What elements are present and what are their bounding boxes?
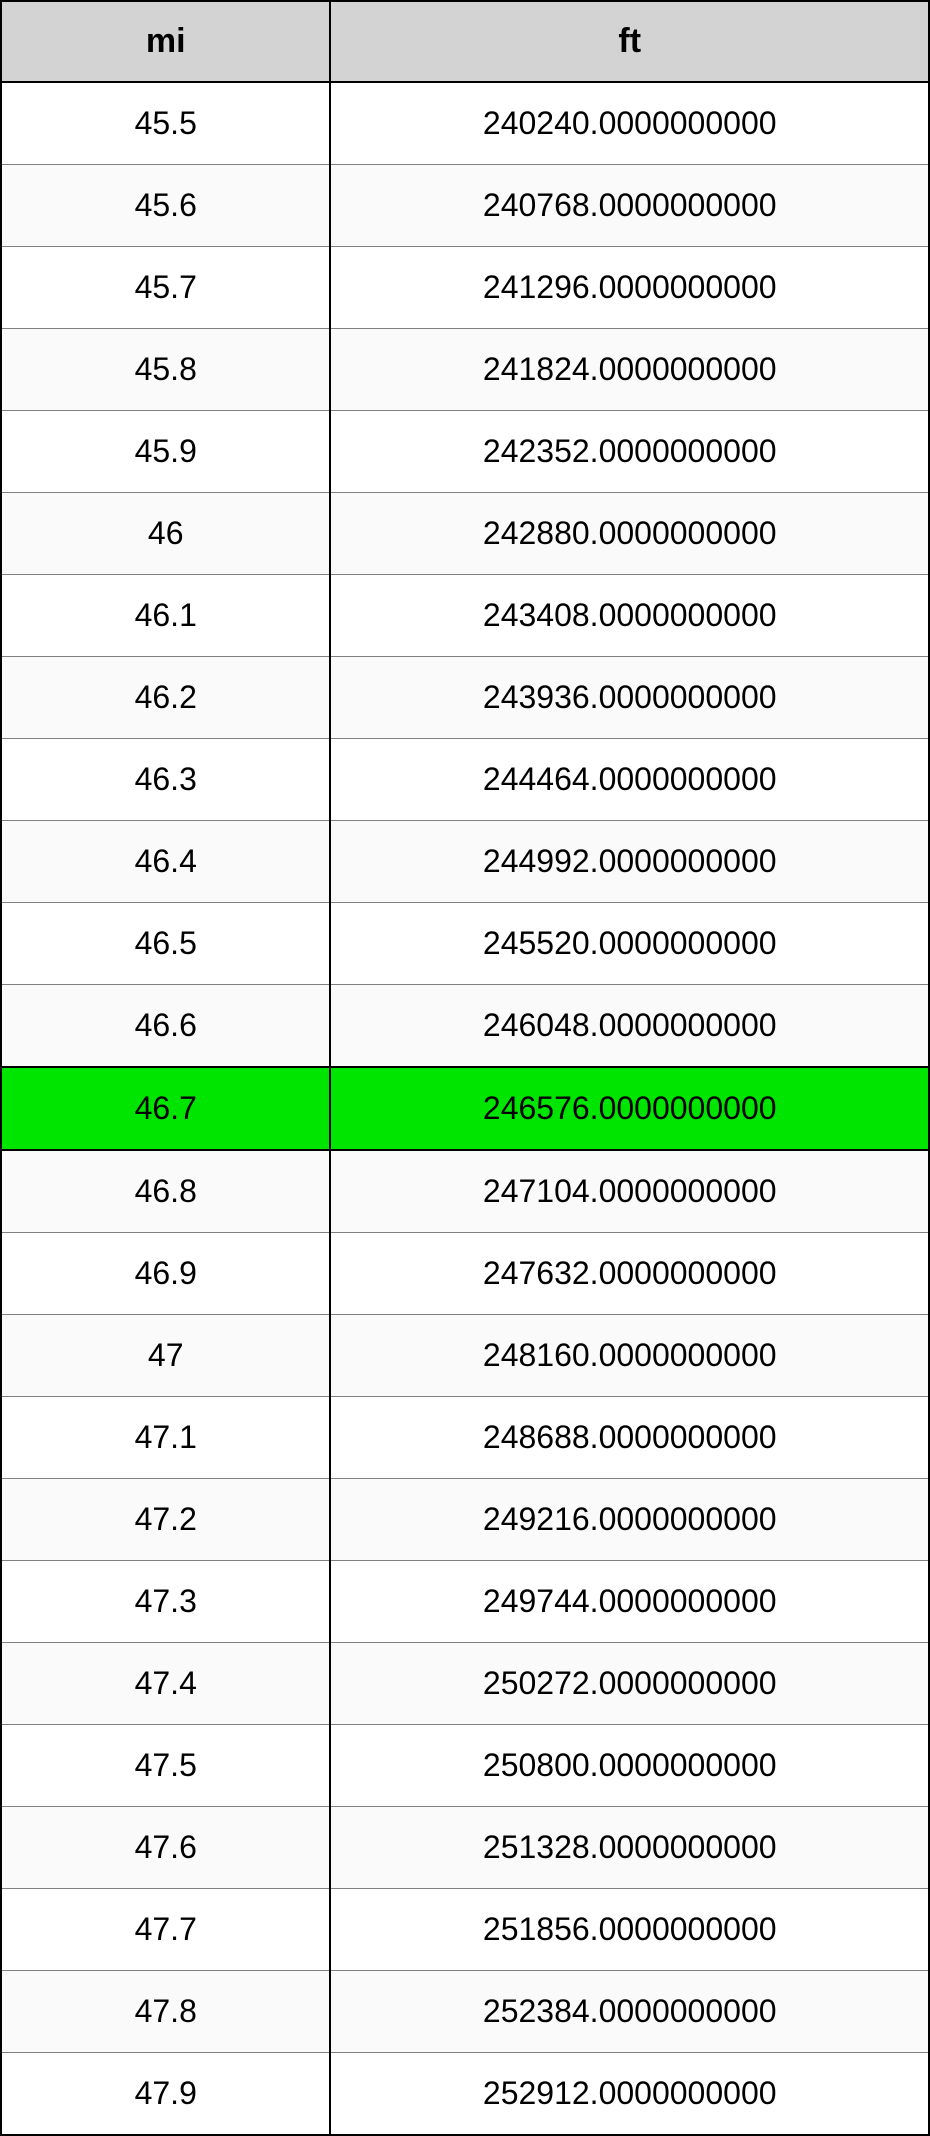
cell-mi: 45.5	[1, 82, 330, 165]
table-row: 46242880.0000000000	[1, 493, 929, 575]
cell-mi: 46.5	[1, 903, 330, 985]
cell-ft: 243936.0000000000	[330, 657, 929, 739]
column-header-ft: ft	[330, 1, 929, 82]
table-row: 45.8241824.0000000000	[1, 329, 929, 411]
cell-mi: 47	[1, 1315, 330, 1397]
cell-ft: 242352.0000000000	[330, 411, 929, 493]
cell-mi: 45.8	[1, 329, 330, 411]
column-header-mi: mi	[1, 1, 330, 82]
table-row: 47.1248688.0000000000	[1, 1397, 929, 1479]
cell-mi: 47.9	[1, 2053, 330, 2136]
cell-ft: 242880.0000000000	[330, 493, 929, 575]
cell-ft: 249744.0000000000	[330, 1561, 929, 1643]
cell-mi: 46.7	[1, 1067, 330, 1150]
cell-ft: 244464.0000000000	[330, 739, 929, 821]
cell-mi: 46.9	[1, 1233, 330, 1315]
cell-ft: 246576.0000000000	[330, 1067, 929, 1150]
table-row: 45.5240240.0000000000	[1, 82, 929, 165]
cell-ft: 251328.0000000000	[330, 1807, 929, 1889]
cell-mi: 46.4	[1, 821, 330, 903]
table-row: 47.7251856.0000000000	[1, 1889, 929, 1971]
cell-mi: 46.8	[1, 1150, 330, 1233]
cell-mi: 47.8	[1, 1971, 330, 2053]
cell-ft: 252912.0000000000	[330, 2053, 929, 2136]
cell-ft: 249216.0000000000	[330, 1479, 929, 1561]
cell-ft: 247632.0000000000	[330, 1233, 929, 1315]
table-row: 47.9252912.0000000000	[1, 2053, 929, 2136]
table-row: 47.4250272.0000000000	[1, 1643, 929, 1725]
table-header-row: mi ft	[1, 1, 929, 82]
cell-ft: 250272.0000000000	[330, 1643, 929, 1725]
table-row: 46.7246576.0000000000	[1, 1067, 929, 1150]
table-row: 47.5250800.0000000000	[1, 1725, 929, 1807]
cell-mi: 46.2	[1, 657, 330, 739]
table-row: 46.2243936.0000000000	[1, 657, 929, 739]
cell-ft: 247104.0000000000	[330, 1150, 929, 1233]
cell-ft: 252384.0000000000	[330, 1971, 929, 2053]
table-row: 47.6251328.0000000000	[1, 1807, 929, 1889]
table-row: 46.3244464.0000000000	[1, 739, 929, 821]
cell-mi: 47.7	[1, 1889, 330, 1971]
cell-mi: 46.3	[1, 739, 330, 821]
table-row: 46.6246048.0000000000	[1, 985, 929, 1068]
table-row: 45.6240768.0000000000	[1, 165, 929, 247]
table-row: 46.5245520.0000000000	[1, 903, 929, 985]
table-row: 47248160.0000000000	[1, 1315, 929, 1397]
cell-mi: 47.5	[1, 1725, 330, 1807]
conversion-table: mi ft 45.5240240.000000000045.6240768.00…	[0, 0, 930, 2136]
cell-mi: 45.7	[1, 247, 330, 329]
cell-mi: 47.3	[1, 1561, 330, 1643]
cell-ft: 245520.0000000000	[330, 903, 929, 985]
cell-ft: 241824.0000000000	[330, 329, 929, 411]
cell-ft: 243408.0000000000	[330, 575, 929, 657]
cell-mi: 46.1	[1, 575, 330, 657]
cell-ft: 246048.0000000000	[330, 985, 929, 1068]
table-row: 45.9242352.0000000000	[1, 411, 929, 493]
table-row: 47.2249216.0000000000	[1, 1479, 929, 1561]
cell-ft: 248688.0000000000	[330, 1397, 929, 1479]
cell-mi: 46.6	[1, 985, 330, 1068]
cell-ft: 241296.0000000000	[330, 247, 929, 329]
cell-mi: 45.6	[1, 165, 330, 247]
cell-mi: 47.6	[1, 1807, 330, 1889]
cell-mi: 47.1	[1, 1397, 330, 1479]
table-row: 46.4244992.0000000000	[1, 821, 929, 903]
table-row: 45.7241296.0000000000	[1, 247, 929, 329]
cell-mi: 47.2	[1, 1479, 330, 1561]
cell-ft: 251856.0000000000	[330, 1889, 929, 1971]
table-row: 46.9247632.0000000000	[1, 1233, 929, 1315]
table-row: 46.8247104.0000000000	[1, 1150, 929, 1233]
table-row: 47.3249744.0000000000	[1, 1561, 929, 1643]
cell-ft: 244992.0000000000	[330, 821, 929, 903]
cell-mi: 46	[1, 493, 330, 575]
cell-ft: 250800.0000000000	[330, 1725, 929, 1807]
cell-mi: 47.4	[1, 1643, 330, 1725]
table-body: 45.5240240.000000000045.6240768.00000000…	[1, 82, 929, 2135]
cell-ft: 240240.0000000000	[330, 82, 929, 165]
table-row: 46.1243408.0000000000	[1, 575, 929, 657]
table-row: 47.8252384.0000000000	[1, 1971, 929, 2053]
cell-ft: 248160.0000000000	[330, 1315, 929, 1397]
cell-ft: 240768.0000000000	[330, 165, 929, 247]
cell-mi: 45.9	[1, 411, 330, 493]
